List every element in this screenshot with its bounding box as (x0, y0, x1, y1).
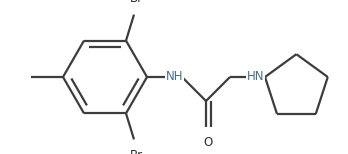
Text: Br: Br (129, 0, 143, 5)
Text: HN: HN (247, 71, 264, 83)
Text: Br: Br (129, 149, 143, 154)
Text: O: O (203, 136, 213, 149)
Text: NH: NH (166, 71, 183, 83)
